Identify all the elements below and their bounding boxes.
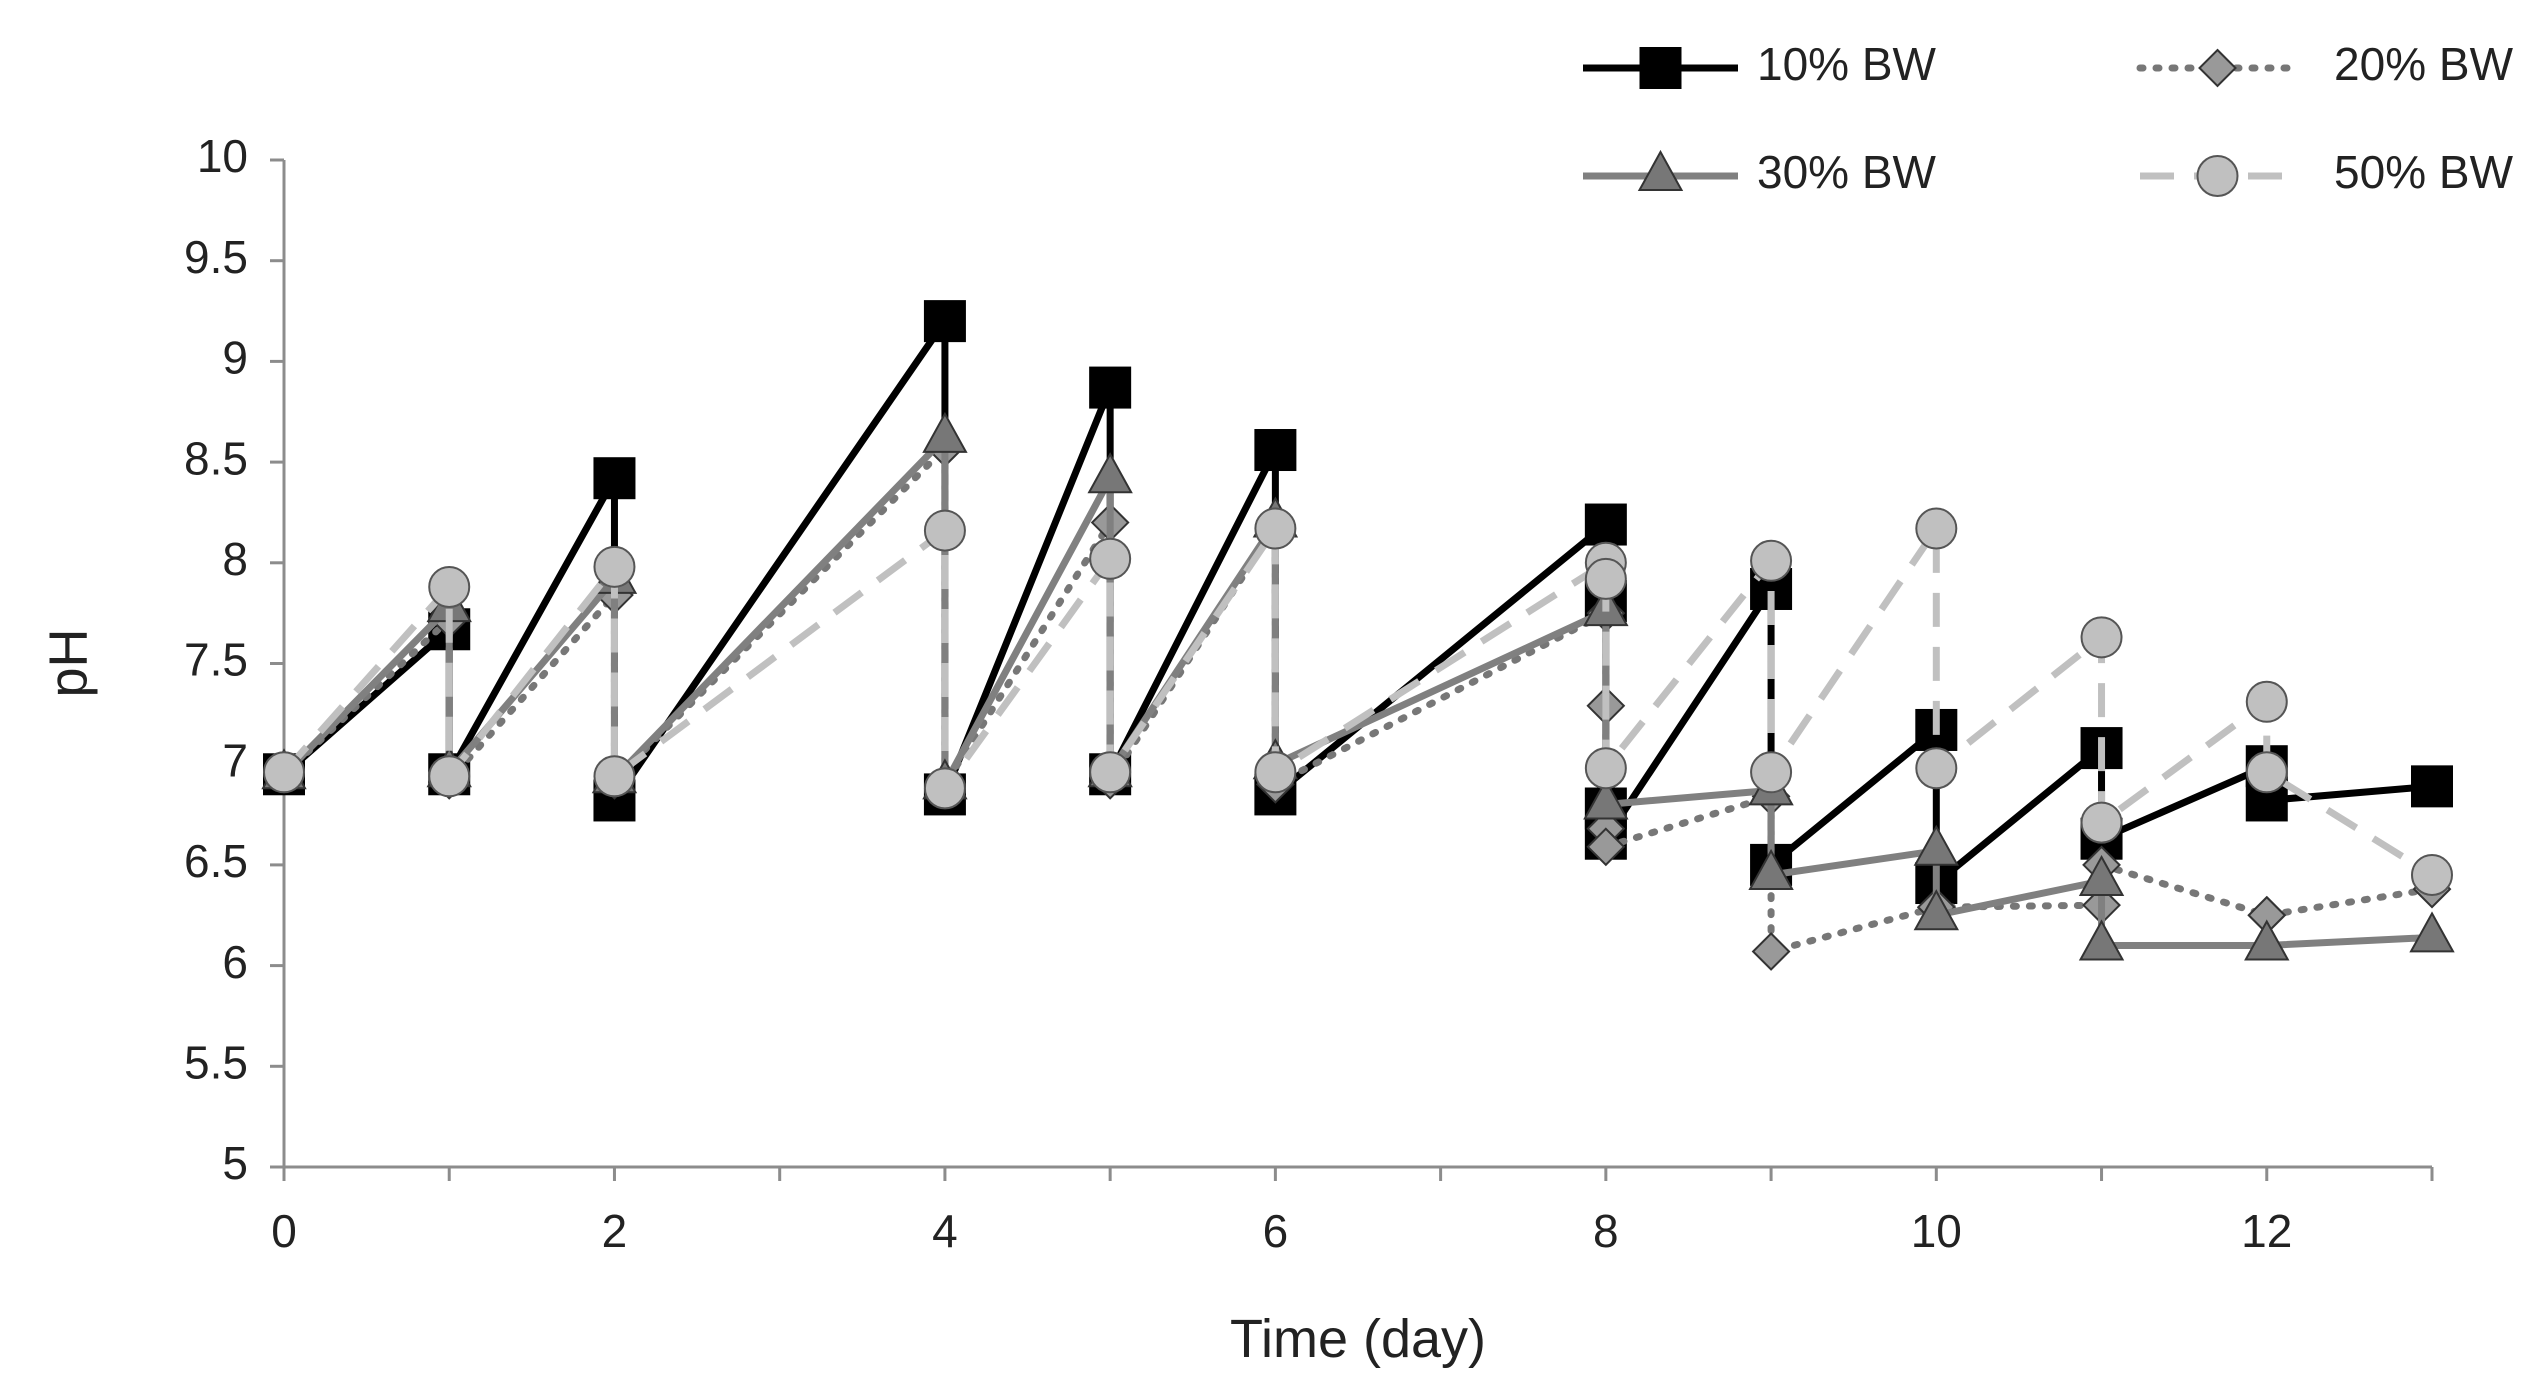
data-point-50-bw — [1089, 751, 1132, 794]
x-tick-label: 4 — [932, 1205, 958, 1257]
legend-label: 10% BW — [1757, 38, 1937, 90]
data-point-10-bw — [1584, 503, 1627, 546]
data-point-50-bw — [1584, 557, 1627, 600]
x-axis-title: Time (day) — [1230, 1309, 1486, 1369]
legend-marker — [2198, 48, 2237, 88]
legend-entry-10-bw: 10% BW — [1583, 38, 1937, 90]
axes: 5 5.5 6 6.5 7 7.5 8 8.5 9 9.5 10 0 2 4 6 8 10 12 — [184, 130, 2434, 1257]
data-point-50-bw — [1750, 539, 1793, 582]
data-point-50-bw — [2245, 751, 2288, 794]
data-point-50-bw — [1254, 751, 1297, 794]
data-point-10-bw — [1089, 366, 1132, 409]
y-tick-label: 7.5 — [184, 634, 248, 686]
data-point-50-bw — [1915, 507, 1958, 550]
legend-entry-30-bw: 30% BW — [1583, 146, 1937, 198]
data-point-50-bw — [1254, 507, 1297, 550]
data-point-50-bw — [2080, 616, 2123, 659]
legend-label: 20% BW — [2334, 38, 2514, 90]
data-point-50-bw — [923, 509, 966, 552]
legend: 10% BW 20% BW 30% BW 50% BW — [1583, 38, 2514, 198]
data-point-30-bw — [922, 411, 968, 453]
data-point-20-bw — [1751, 932, 1791, 971]
y-tick-label: 6 — [222, 936, 248, 988]
y-tick-label: 5.5 — [184, 1036, 248, 1088]
legend-marker — [1639, 47, 1682, 89]
series-line-20-bw — [280, 444, 2436, 956]
data-point-30-bw — [2244, 919, 2290, 961]
data-point-30-bw — [2078, 854, 2125, 897]
data-point-50-bw — [923, 767, 966, 810]
data-point-50-bw — [2080, 801, 2123, 844]
y-tick-label: 5 — [222, 1137, 248, 1189]
series-50-bw — [263, 507, 2453, 896]
data-point-30-bw — [1087, 452, 1133, 494]
data-point-10-bw — [593, 457, 636, 500]
x-axis-ticks: 0 2 4 6 8 10 12 — [271, 1167, 2434, 1257]
y-tick-label: 6.5 — [184, 835, 248, 887]
data-point-30-bw — [1583, 778, 1629, 820]
data-point-30-bw — [1748, 848, 1794, 890]
data-point-30-bw — [2078, 919, 2125, 961]
data-point-50-bw — [428, 755, 471, 798]
legend-label: 50% BW — [2334, 146, 2514, 198]
data-point-50-bw — [263, 751, 305, 794]
y-axis-ticks: 5 5.5 6 6.5 7 7.5 8 8.5 9 9.5 10 — [184, 130, 284, 1189]
data-point-20-bw — [1586, 827, 1626, 867]
legend-entry-20-bw: 20% BW — [2136, 38, 2514, 90]
data-point-50-bw — [1584, 747, 1627, 790]
x-tick-label: 0 — [271, 1205, 297, 1257]
y-tick-label: 7 — [222, 734, 248, 786]
data-point-10-bw — [1254, 429, 1297, 472]
y-tick-label: 8 — [222, 533, 248, 585]
y-tick-label: 10 — [197, 130, 248, 182]
data-point-50-bw — [428, 565, 471, 608]
x-tick-label: 12 — [2241, 1205, 2292, 1257]
data-point-50-bw — [2245, 680, 2288, 723]
data-point-50-bw — [2411, 853, 2453, 896]
data-point-10-bw — [2411, 765, 2453, 808]
data-point-50-bw — [1750, 751, 1793, 794]
data-point-10-bw — [923, 300, 966, 343]
legend-marker — [2196, 155, 2239, 197]
data-point-50-bw — [593, 755, 636, 798]
y-axis-title: pH — [38, 628, 98, 697]
y-tick-label: 8.5 — [184, 432, 248, 484]
data-point-30-bw — [1913, 889, 1960, 931]
data-point-50-bw — [593, 545, 636, 588]
series-layer — [261, 300, 2455, 971]
x-tick-label: 6 — [1263, 1205, 1289, 1257]
legend-entry-50-bw: 50% BW — [2140, 146, 2514, 198]
series-30-bw — [261, 411, 2455, 961]
y-tick-label: 9 — [222, 332, 248, 384]
x-tick-label: 10 — [1911, 1205, 1962, 1257]
data-point-50-bw — [1089, 537, 1132, 580]
legend-marker — [1637, 149, 1684, 191]
legend-label: 30% BW — [1757, 146, 1937, 198]
x-tick-label: 2 — [602, 1205, 628, 1257]
x-tick-label: 8 — [1593, 1205, 1619, 1257]
data-point-30-bw — [2409, 911, 2455, 953]
data-point-30-bw — [1913, 824, 1960, 866]
data-point-50-bw — [1915, 747, 1958, 790]
y-tick-label: 9.5 — [184, 231, 248, 283]
series-line-50-bw — [281, 525, 2434, 878]
